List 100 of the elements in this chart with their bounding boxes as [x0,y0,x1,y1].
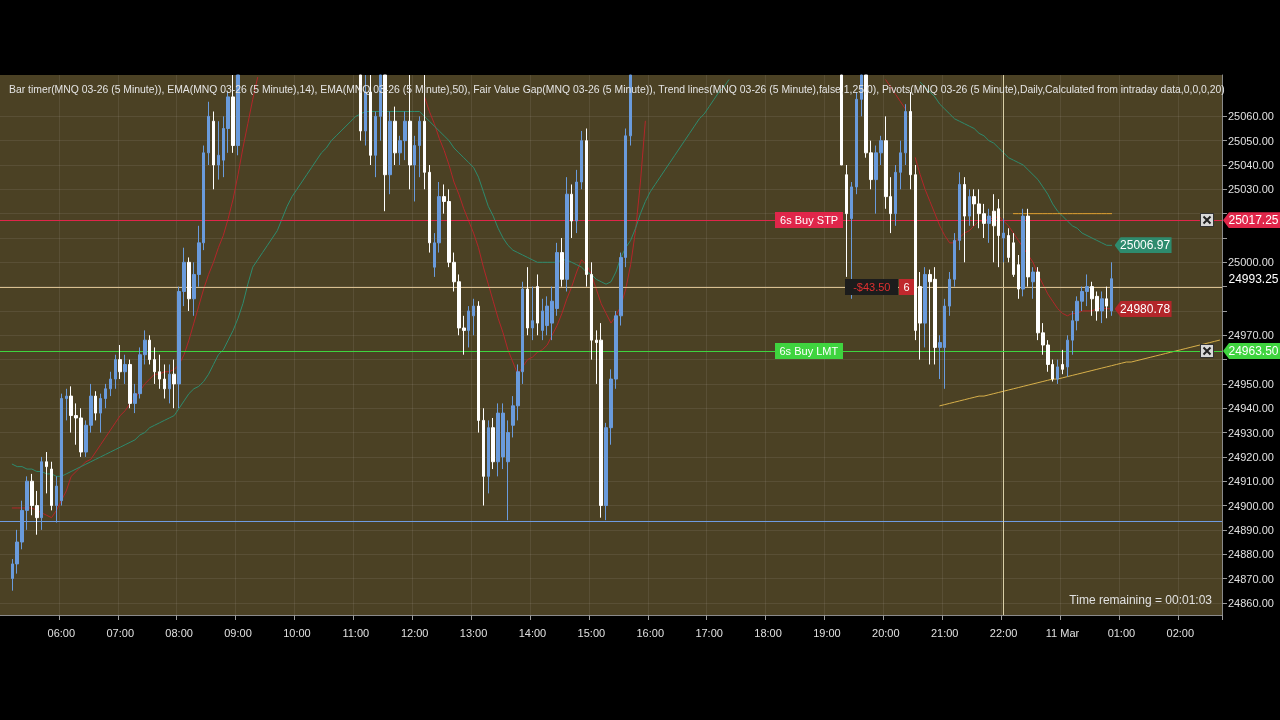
y-tick-label: 24950.00 [1228,377,1274,390]
candlestick [565,176,569,292]
line-series [939,339,1221,407]
candlestick [575,169,578,234]
candlestick [50,461,53,511]
candlestick [1021,208,1025,297]
y-tick-label: 24910.00 [1228,475,1274,488]
candlestick [217,120,220,181]
candlestick [413,135,416,202]
candlestick [570,183,573,239]
candlestick [477,300,480,434]
y-tick-label: 24900.00 [1228,499,1274,512]
candlestick [1066,334,1069,378]
candlestick [45,451,48,494]
candlestick [1105,286,1108,319]
candlestick [560,237,564,288]
candlestick [118,344,122,380]
candlestick [1012,232,1015,278]
candlestick [894,164,897,227]
x-tick-label: 15:00 [577,626,606,639]
candlestick [487,419,490,494]
annotation: 6s Buy STP [775,212,844,229]
candlestick [60,393,63,507]
x-tick-label: 02:00 [1166,626,1195,639]
y-tick-label: 25050.00 [1228,134,1274,147]
x-tick-label: 22:00 [989,626,1018,639]
x-tick-label: 11:00 [342,626,370,639]
x-tick-label: 20:00 [872,626,900,639]
candlestick [428,164,431,254]
candlestick [123,354,127,385]
candlestick [599,322,603,519]
x-tick-label: 08:00 [165,626,193,639]
candlestick [491,417,495,470]
candlestick [531,286,534,341]
x-tick-label: 18:00 [754,626,782,639]
x-tick-label: 16:00 [636,626,665,639]
candlestick [128,359,132,409]
candlestick [207,101,210,166]
y-tick-label: 25030.00 [1228,183,1274,196]
candlestick [65,388,68,421]
y-tick-label: 24940.00 [1228,402,1274,415]
annotation: -$43.50 [845,279,899,296]
candlestick [158,354,161,390]
candlestick [374,110,377,178]
candlestick [163,363,166,400]
ref-line-label: 24963.50 [1223,343,1280,360]
x-tick-label: 01:00 [1107,626,1136,639]
x-tick-label: 09:00 [224,626,252,639]
y-tick-label: 25000.00 [1228,256,1274,269]
candlestick [482,407,485,507]
candlestick [958,171,961,251]
candlestick [472,298,475,336]
x-tick-label: 10:00 [283,626,311,639]
candlestick [590,261,593,361]
x-tick-label: 14:00 [518,626,547,639]
x-tick-label: 11 Mar [1045,626,1080,639]
x-tick-label: 07:00 [106,626,134,639]
candlestick [388,110,392,195]
candlestick [992,193,996,263]
data-label: 25006.97 [1114,237,1172,254]
y-tick-label: 24930.00 [1228,426,1274,439]
x-tick-label: 12:00 [400,626,429,639]
candlestick [904,103,907,166]
annotation: 6s Buy LMT [774,343,844,360]
y-tick-label: 24860.00 [1228,596,1274,609]
candlestick [1110,261,1113,317]
candlestick [94,390,97,421]
candlestick [168,363,171,404]
candlestick [923,266,927,348]
y-tick-label: 24880.00 [1228,548,1274,561]
candlestick [99,393,102,434]
candlestick [187,256,191,312]
candlestick [1061,349,1064,375]
candlestick [418,115,421,178]
candlestick [1007,227,1010,263]
candlestick [580,130,583,190]
candlestick [585,128,588,288]
candlestick [963,176,966,263]
candlestick [369,74,372,166]
y-tick-label: 25060.00 [1228,110,1274,123]
y-tick-label: 24870.00 [1228,572,1274,585]
candlestick [393,106,397,166]
candlestick [1031,266,1035,300]
y-tick-label: 25040.00 [1228,159,1274,171]
candlestick [109,371,112,397]
candlestick [1002,218,1005,263]
x-tick-label: 17:00 [695,626,723,639]
candlestick [1017,254,1020,300]
text: 24993.25 [1228,271,1279,286]
candlestick [536,273,539,336]
candlestick [153,346,156,385]
candlestick [953,232,956,288]
candlestick [104,383,107,409]
y-tick-label: 24890.00 [1228,523,1274,536]
y-tick-label: 24970.00 [1228,329,1274,342]
candlestick [1056,359,1059,385]
candlestick [1100,290,1104,324]
candlestick [968,188,971,227]
x-tick-label: 21:00 [930,626,959,639]
x-tick-label: 06:00 [47,626,76,639]
